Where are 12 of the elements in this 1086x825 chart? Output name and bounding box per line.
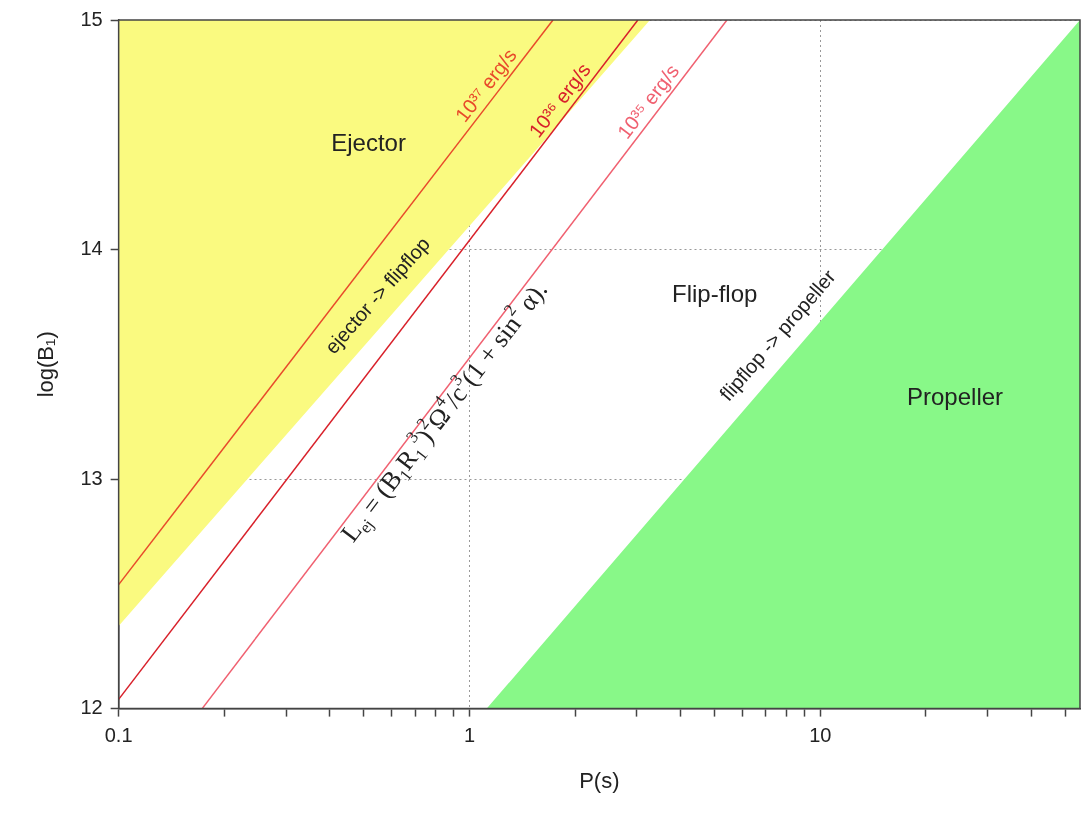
x-tick-label: 0.1 — [104, 724, 133, 747]
x-tick-label: 1 — [463, 724, 476, 747]
y-tick-label: 15 — [80, 7, 103, 30]
x-tick-label: 10 — [809, 724, 832, 747]
annotation: Propeller — [907, 383, 1004, 411]
annotation: Ejector — [331, 128, 406, 156]
y-tick-label: 14 — [80, 237, 103, 260]
y-axis-title: log(B₁) — [33, 331, 59, 398]
x-axis-title: P(s) — [579, 767, 620, 793]
y-tick-label: 13 — [80, 466, 103, 489]
annotation: Flip-flop — [672, 280, 758, 308]
y-tick-label: 12 — [80, 696, 103, 719]
